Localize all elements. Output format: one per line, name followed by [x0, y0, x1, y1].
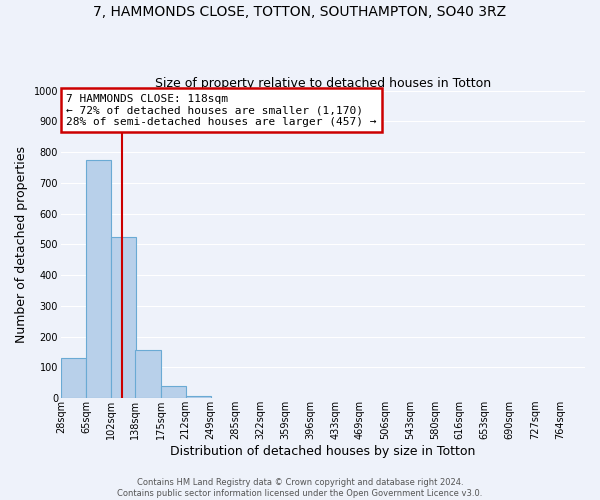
Y-axis label: Number of detached properties: Number of detached properties — [15, 146, 28, 343]
Bar — [86, 160, 111, 398]
Bar — [111, 236, 136, 398]
Bar — [61, 358, 86, 398]
Title: Size of property relative to detached houses in Totton: Size of property relative to detached ho… — [155, 76, 491, 90]
Text: Contains HM Land Registry data © Crown copyright and database right 2024.
Contai: Contains HM Land Registry data © Crown c… — [118, 478, 482, 498]
X-axis label: Distribution of detached houses by size in Totton: Distribution of detached houses by size … — [170, 444, 476, 458]
Bar — [161, 386, 185, 398]
Bar — [136, 350, 161, 398]
Text: 7, HAMMONDS CLOSE, TOTTON, SOUTHAMPTON, SO40 3RZ: 7, HAMMONDS CLOSE, TOTTON, SOUTHAMPTON, … — [94, 5, 506, 19]
Bar — [185, 396, 211, 398]
Text: 7 HAMMONDS CLOSE: 118sqm
← 72% of detached houses are smaller (1,170)
28% of sem: 7 HAMMONDS CLOSE: 118sqm ← 72% of detach… — [66, 94, 377, 127]
